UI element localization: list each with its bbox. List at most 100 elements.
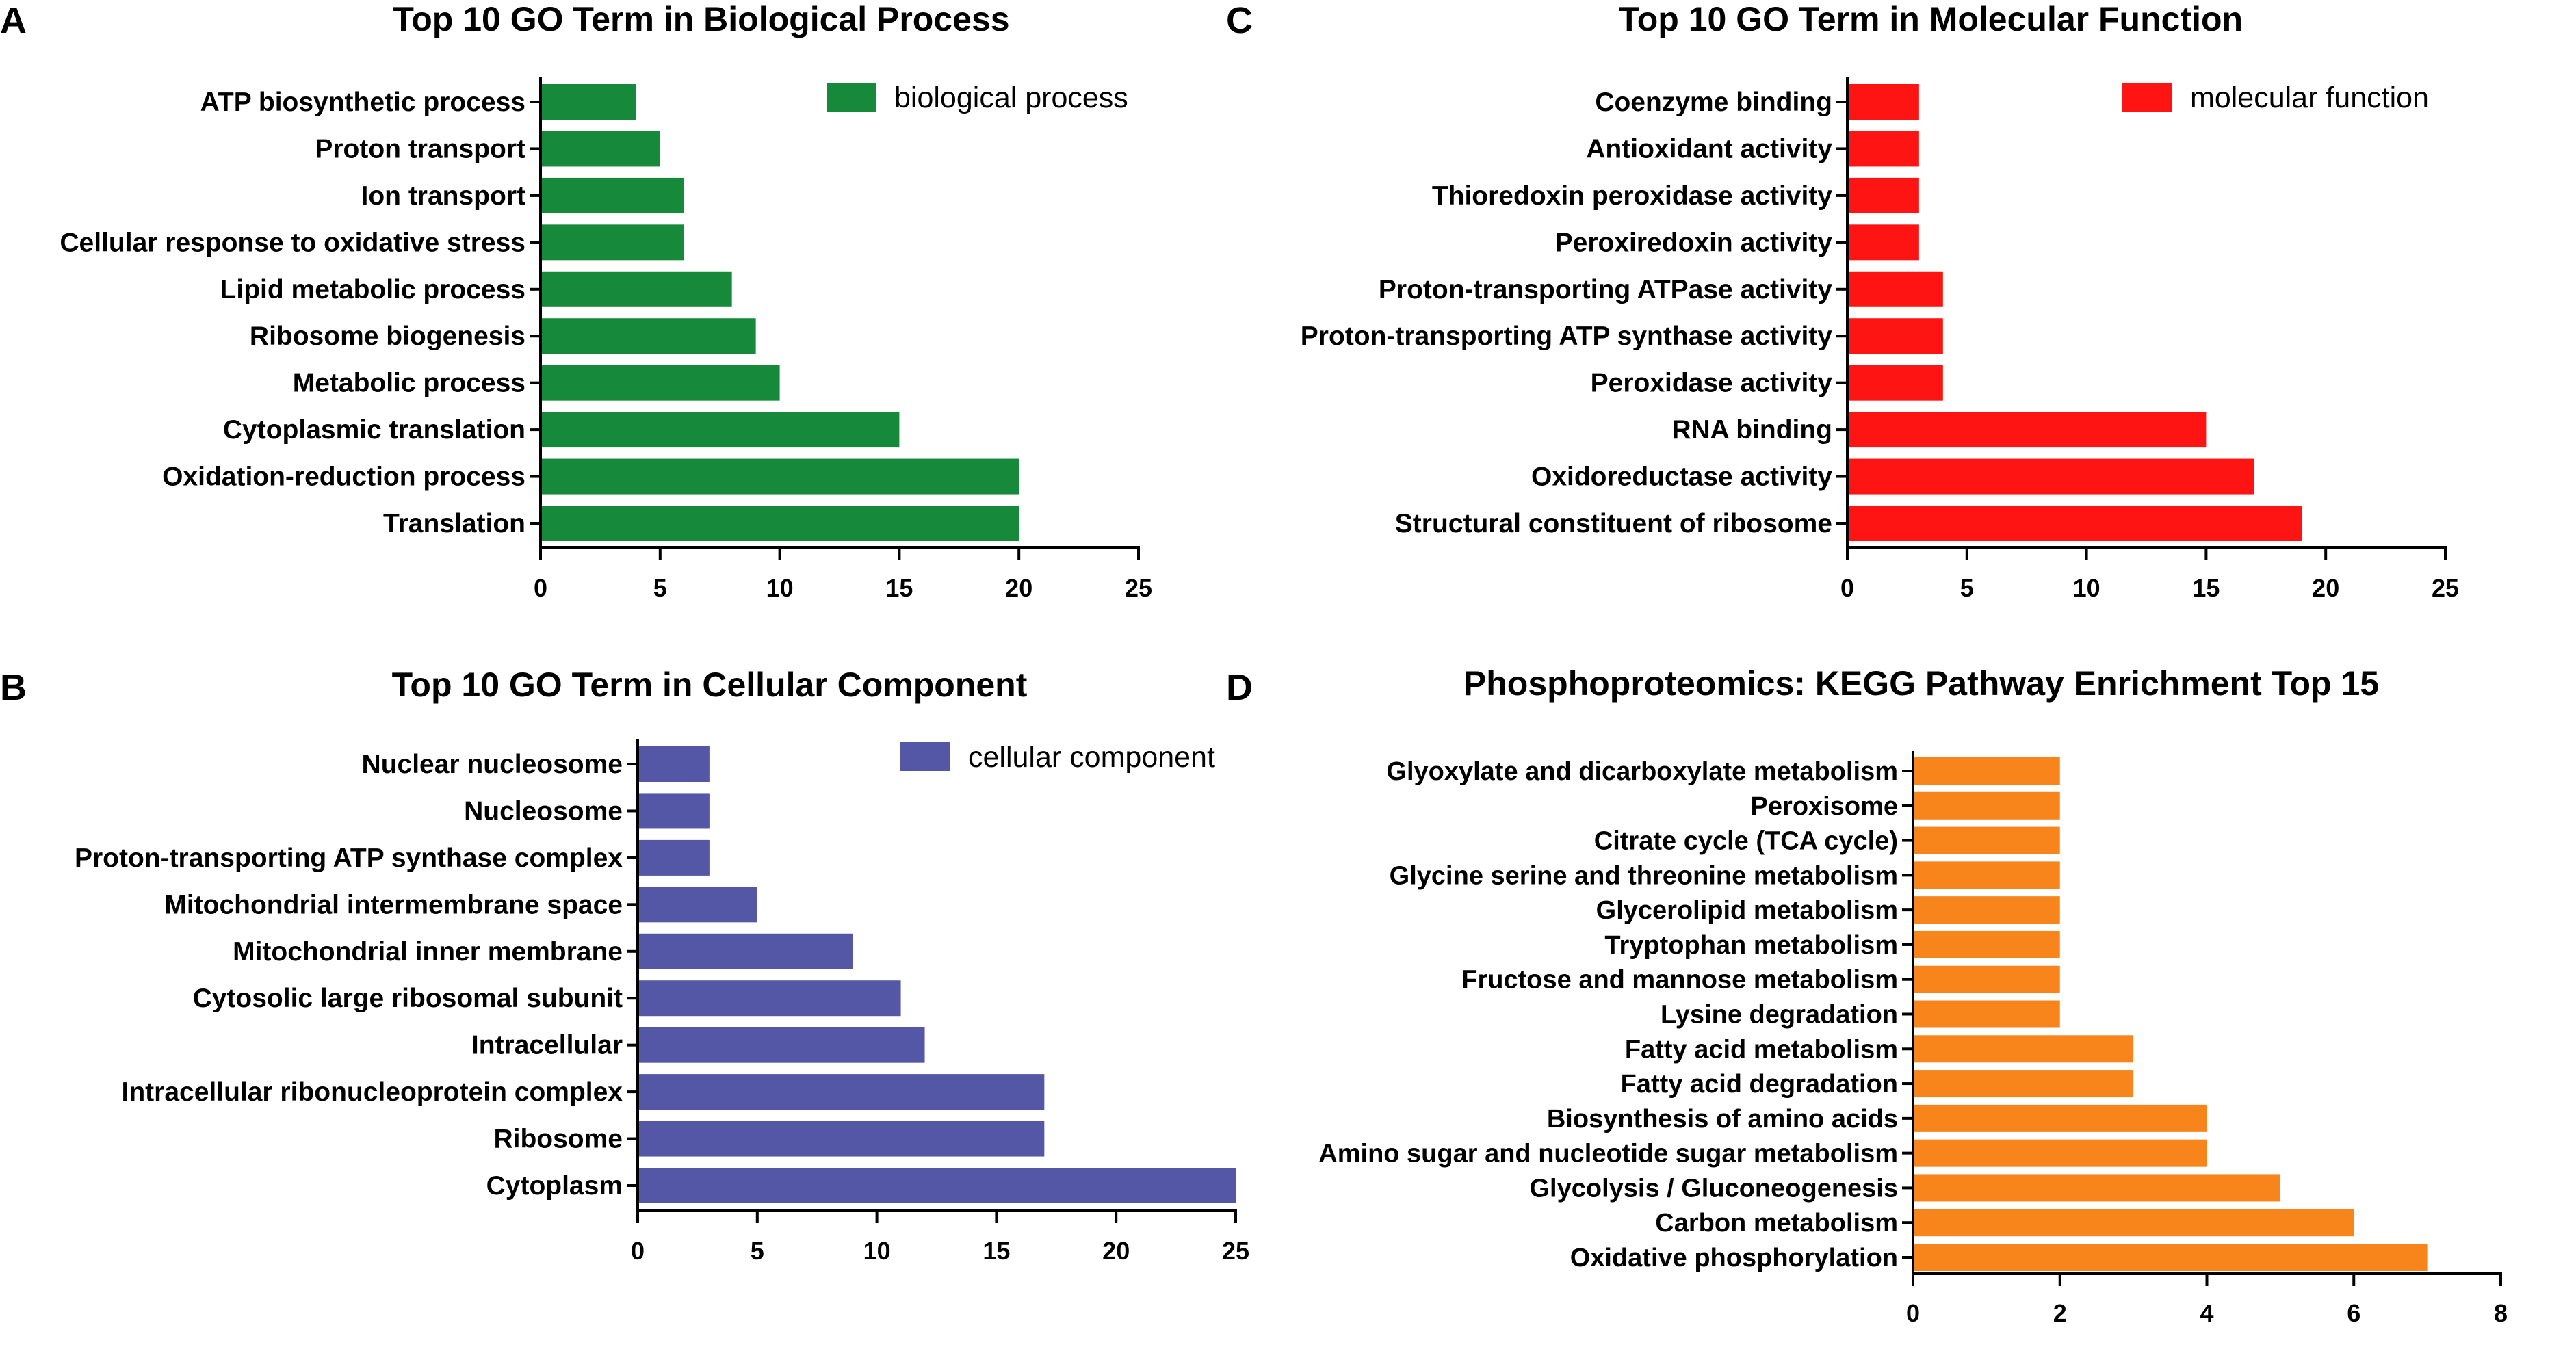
bar-d-12 [1914, 1139, 2207, 1167]
category-label-d-14: Carbon metabolism [1655, 1209, 1898, 1237]
category-label-b-3: Proton-transporting ATP synthase complex [75, 843, 623, 873]
legend-label-b: cellular component [968, 741, 1215, 774]
category-label-d-4: Glycine serine and threonine metabolism [1390, 861, 1898, 890]
bar-c-7 [1849, 365, 1943, 401]
category-label-d-8: Lysine degradation [1661, 1001, 1898, 1030]
category-label-d-9: Fatty acid metabolism [1625, 1035, 1898, 1064]
x-tick-label-b-4: 20 [1102, 1237, 1130, 1265]
category-label-b-4: Mitochondrial intermembrane space [164, 890, 623, 919]
panel-letter-b: B [0, 667, 27, 708]
bar-b-8 [639, 1074, 1045, 1110]
bar-chart-biological-process: ATP biosynthetic process Proton transport… [60, 77, 1152, 602]
category-label-d-10: Fatty acid degradation [1621, 1070, 1898, 1099]
category-label-a-5: Lipid metabolic process [220, 275, 525, 304]
chart-title-c: Top 10 GO Term in Molecular Function [1619, 0, 2243, 38]
bar-d-5 [1914, 896, 2060, 924]
category-label-d-6: Tryptophan metabolism [1604, 931, 1898, 960]
x-tick-label-c-3: 15 [2192, 574, 2220, 602]
bar-d-6 [1914, 930, 2060, 958]
bar-a-4 [542, 224, 684, 261]
category-label-c-1: Coenzyme binding [1595, 88, 1832, 117]
bar-a-3 [542, 177, 684, 213]
bar-d-3 [1914, 826, 2060, 854]
category-label-b-6: Cytosolic large ribosomal subunit [193, 984, 623, 1013]
category-label-a-10: Translation [383, 509, 525, 538]
x-tick-label-a-1: 5 [653, 574, 667, 602]
bar-d-2 [1914, 791, 2060, 820]
bar-c-3 [1849, 177, 1919, 213]
x-tick-label-c-5: 25 [2432, 574, 2459, 602]
category-label-b-10: Cytoplasm [486, 1171, 623, 1201]
category-label-b-5: Mitochondrial inner membrane [233, 937, 623, 967]
x-tick-label-b-1: 5 [751, 1237, 764, 1265]
x-tick-label-a-0: 0 [534, 574, 547, 602]
bar-b-6 [639, 980, 901, 1017]
x-tick-label-a-5: 25 [1125, 574, 1152, 602]
category-label-d-1: Glyoxylate and dicarboxylate metabolism [1386, 757, 1898, 786]
bar-a-6 [542, 318, 756, 354]
x-tick-label-a-4: 20 [1005, 574, 1032, 602]
x-tick-label-a-2: 10 [766, 574, 794, 602]
bar-chart-molecular-function: Coenzyme binding Antioxidant activity Thio… [1301, 77, 2459, 602]
x-tick-label-c-0: 0 [1840, 574, 1854, 602]
category-label-b-1: Nuclear nucleosome [362, 750, 623, 779]
chart-title-d: Phosphoproteomics: KEGG Pathway Enrichme… [1463, 664, 2379, 703]
bar-c-8 [1849, 412, 2207, 448]
legend-swatch-a [827, 83, 876, 112]
category-label-a-1: ATP biosynthetic process [200, 88, 525, 117]
bar-b-3 [639, 839, 710, 876]
bar-a-2 [542, 131, 660, 167]
bar-d-7 [1914, 965, 2060, 993]
category-label-c-10: Structural constituent of ribosome [1395, 509, 1832, 538]
category-label-c-6: Proton-transporting ATP synthase activit… [1301, 322, 1833, 351]
bar-c-2 [1849, 131, 1919, 167]
bar-d-13 [1914, 1174, 2280, 1202]
category-label-a-7: Metabolic process [293, 369, 525, 398]
bar-c-4 [1849, 224, 1919, 261]
category-label-c-3: Thioredoxin peroxidase activity [1432, 181, 1832, 211]
category-label-b-2: Nucleosome [464, 796, 623, 826]
bar-b-5 [639, 933, 853, 969]
bar-a-1 [542, 84, 636, 120]
bar-d-10 [1914, 1070, 2134, 1098]
bar-d-4 [1914, 861, 2060, 889]
category-label-b-7: Intracellular [471, 1031, 623, 1060]
bar-a-9 [542, 458, 1019, 495]
category-label-d-13: Glycolysis / Gluconeogenesis [1529, 1174, 1898, 1203]
bar-d-14 [1914, 1209, 2354, 1237]
x-tick-label-d-2: 4 [2200, 1299, 2213, 1327]
bar-c-6 [1849, 318, 1943, 354]
category-label-b-8: Intracellular ribonucleoprotein complex [122, 1077, 623, 1107]
category-label-c-7: Peroxidase activity [1591, 369, 1833, 398]
bar-a-7 [542, 365, 780, 401]
bar-d-11 [1914, 1104, 2207, 1132]
category-label-c-2: Antioxidant activity [1586, 134, 1832, 163]
bar-d-1 [1914, 757, 2060, 785]
category-label-d-2: Peroxisome [1751, 792, 1898, 821]
bar-a-10 [542, 506, 1019, 541]
category-label-c-4: Peroxiredoxin activity [1555, 228, 1833, 257]
chart-title-b: Top 10 GO Term in Cellular Component [392, 666, 1028, 704]
category-label-a-9: Oxidation-reduction process [162, 462, 525, 492]
panel-letter-a: A [0, 0, 27, 41]
panel-letter-c: C [1226, 0, 1253, 41]
category-label-c-5: Proton-transporting ATPase activity [1379, 275, 1832, 304]
bar-b-7 [639, 1027, 925, 1063]
x-tick-label-d-1: 2 [2053, 1299, 2067, 1327]
bar-b-10 [639, 1168, 1236, 1203]
bar-d-15 [1914, 1244, 2428, 1271]
x-tick-label-c-1: 5 [1960, 574, 1974, 602]
x-tick-label-b-5: 25 [1222, 1237, 1249, 1265]
x-tick-label-d-4: 8 [2494, 1299, 2508, 1327]
bar-b-9 [639, 1121, 1045, 1157]
x-tick-label-d-3: 6 [2347, 1299, 2360, 1327]
bar-c-10 [1849, 506, 2302, 541]
x-tick-label-b-2: 10 [863, 1237, 891, 1265]
category-label-d-12: Amino sugar and nucleotide sugar metabol… [1318, 1140, 1898, 1168]
legend-label-a: biological process [894, 81, 1128, 114]
category-label-d-15: Oxidative phosphorylation [1570, 1244, 1898, 1272]
chart-title-a: Top 10 GO Term in Biological Process [393, 0, 1009, 38]
x-tick-label-a-3: 15 [885, 574, 913, 602]
category-label-d-11: Biosynthesis of amino acids [1547, 1105, 1898, 1134]
